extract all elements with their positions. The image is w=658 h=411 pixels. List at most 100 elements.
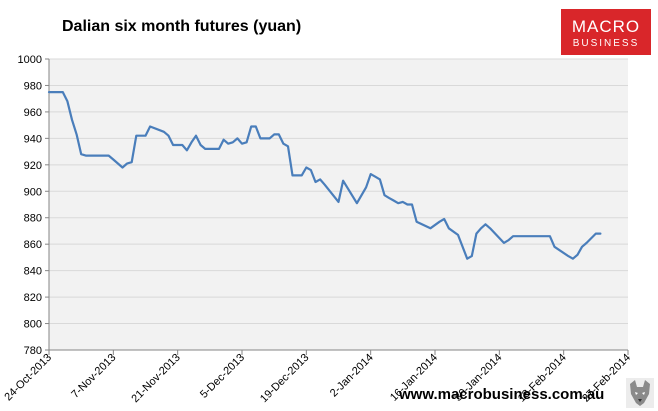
data-point	[480, 227, 482, 229]
data-point	[103, 155, 105, 157]
data-point	[269, 137, 271, 139]
data-point	[237, 137, 239, 139]
data-point	[600, 233, 602, 235]
data-point	[374, 176, 376, 178]
data-point	[319, 178, 321, 180]
data-point	[273, 133, 275, 135]
data-point	[195, 135, 197, 137]
data-point	[140, 135, 142, 137]
chart-title: Dalian six month futures (yuan)	[62, 18, 302, 35]
wolf-mascot-icon	[626, 378, 654, 408]
data-point	[471, 255, 473, 257]
data-point	[457, 234, 459, 236]
data-point	[305, 167, 307, 169]
data-point	[149, 126, 151, 128]
data-point	[393, 200, 395, 202]
macrobusiness-logo: MACRO BUSINESS	[561, 9, 651, 55]
data-point	[586, 242, 588, 244]
data-point	[517, 235, 519, 237]
data-point	[172, 144, 174, 146]
data-point	[448, 227, 450, 229]
y-tick-label: 860	[24, 239, 42, 251]
x-tick-label: 5-Dec-2013	[198, 352, 247, 401]
data-point	[342, 180, 344, 182]
data-point	[310, 169, 312, 171]
data-point	[296, 175, 298, 177]
data-point	[315, 181, 317, 183]
data-point	[416, 221, 418, 223]
data-point	[388, 197, 390, 199]
series-line	[47, 90, 602, 260]
data-point	[53, 91, 55, 93]
data-point	[379, 178, 381, 180]
axes	[45, 58, 629, 355]
logo-line-2: BUSINESS	[572, 38, 640, 49]
data-point	[430, 227, 432, 229]
data-point	[255, 126, 257, 128]
data-point	[503, 242, 505, 244]
data-point	[282, 143, 284, 145]
data-point	[112, 159, 114, 161]
y-tick-label: 960	[24, 107, 42, 119]
data-point	[250, 126, 252, 128]
data-point	[259, 137, 261, 139]
plot-area	[49, 59, 628, 350]
data-point	[356, 202, 358, 204]
data-point	[117, 163, 119, 165]
y-tick-label: 900	[24, 186, 42, 198]
data-point	[131, 161, 133, 163]
data-point	[57, 91, 59, 93]
x-tick-label: 7-Nov-2013	[69, 352, 118, 401]
data-point	[76, 133, 78, 135]
data-point	[402, 201, 404, 203]
data-point	[66, 100, 68, 102]
data-point	[264, 137, 266, 139]
data-point	[508, 239, 510, 241]
y-tick-label: 1000	[18, 54, 42, 66]
y-tick-label: 880	[24, 213, 42, 225]
y-tick-label: 800	[24, 319, 42, 331]
data-point	[200, 144, 202, 146]
y-tick-label: 780	[24, 345, 42, 357]
data-point	[439, 221, 441, 223]
data-point	[512, 235, 514, 237]
data-point	[370, 173, 372, 175]
data-point	[324, 184, 326, 186]
data-point	[227, 143, 229, 145]
data-point	[71, 119, 73, 121]
data-point	[48, 91, 50, 93]
data-point	[485, 223, 487, 225]
data-point	[168, 135, 170, 137]
data-point	[135, 135, 137, 137]
y-tick-label: 920	[24, 160, 42, 172]
data-point	[99, 155, 101, 157]
data-point	[108, 155, 110, 157]
data-point	[549, 235, 551, 237]
data-point	[126, 163, 128, 165]
data-point	[80, 153, 82, 155]
data-point	[204, 148, 206, 150]
data-point	[595, 233, 597, 235]
data-point	[122, 167, 124, 169]
data-point	[218, 148, 220, 150]
data-point	[567, 255, 569, 257]
data-point	[85, 155, 87, 157]
data-point	[145, 135, 147, 137]
data-point	[191, 141, 193, 143]
data-point	[177, 144, 179, 146]
data-point	[489, 227, 491, 229]
y-axis-ticks: 780 800 820 840 860 880 900 920 940 960 980 1000	[18, 54, 42, 357]
x-tick-label: 21-Nov-2013	[129, 352, 182, 405]
data-point	[163, 131, 165, 133]
data-point	[278, 133, 280, 135]
logo-line-1: MACRO	[571, 17, 641, 36]
data-point	[365, 186, 367, 188]
data-point	[384, 194, 386, 196]
data-point	[223, 139, 225, 141]
data-point	[466, 258, 468, 260]
data-point	[181, 144, 183, 146]
data-point	[577, 254, 579, 256]
y-tick-label: 820	[24, 292, 42, 304]
